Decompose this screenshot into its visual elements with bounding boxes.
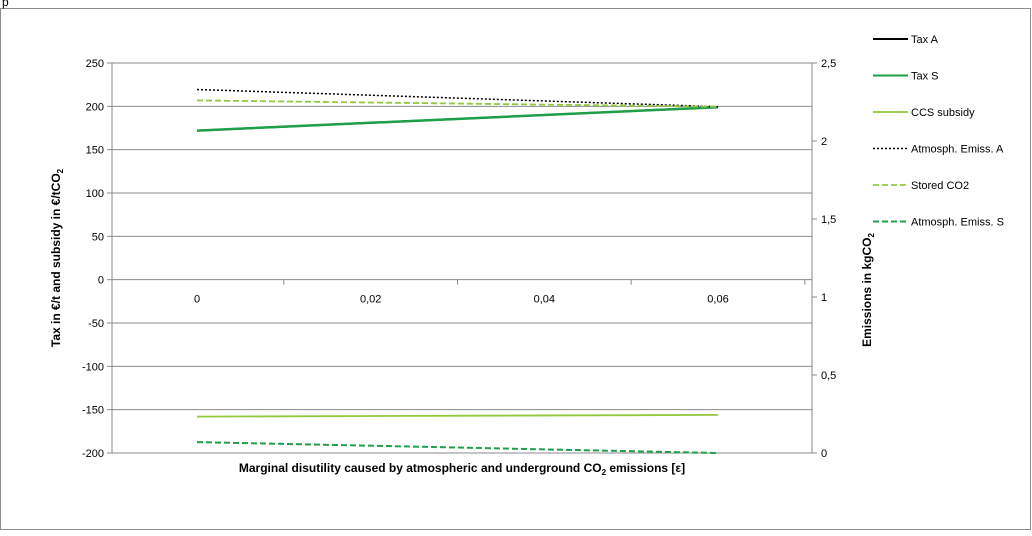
x-tick-label: 0 [194,294,200,306]
y2-tick-label: 0 [821,448,827,460]
header-fragment: p [2,0,9,9]
y2-axis-label-sub: 2 [867,233,876,238]
legend-label: Atmosph. Emiss. S [911,217,1004,229]
y-tick-label: 150 [86,145,104,157]
y-tick-label: -100 [82,361,104,373]
series-line-atmosph-emiss-s [196,441,719,454]
x-axis-label-main: Marginal disutility caused by atmospheri… [239,461,602,475]
y-tick-label: 0 [98,275,104,287]
chart-border [0,8,1031,530]
x-tick-label: 0,06 [707,294,728,306]
y-tick-label: 250 [86,58,104,70]
legend-label: Stored CO2 [911,180,969,192]
y-axis-label: Tax in €/t and subsidy in €/tCO2 [49,168,65,347]
y2-tick-label: 2 [821,136,827,148]
series-line-tax-s [196,105,719,132]
y-axis-label-sub: 2 [56,168,65,173]
series-lines [196,88,719,454]
x-axis-label-sub: 2 [602,468,607,477]
y2-tick-label: 0,5 [821,370,836,382]
axes [107,62,817,454]
y2-tick-labels: 2,5 2 1,5 1 0,5 0 [821,58,836,460]
y2-tick-label: 1,5 [821,214,836,226]
legend-label: Tax A [911,34,939,46]
y2-axis-label: Emissions in kgCO2 [860,233,876,347]
y2-axis-label-main: Emissions in kgCO [860,238,874,347]
legend-label: Atmosph. Emiss. A [911,144,1004,156]
x-axis-label: Marginal disutility caused by atmospheri… [239,461,685,477]
legend: Tax A Tax S CCS subsidy Atmosph. Emiss. A St… [873,34,1004,229]
x-axis-label-tail: emissions [ε] [606,461,685,475]
legend-label: CCS subsidy [911,107,975,119]
y-tick-label: 100 [86,188,104,200]
y-tick-label: 200 [86,101,104,113]
y-tick-label: -200 [82,448,104,460]
series-line-stored-co2 [196,99,719,108]
y-tick-label: -50 [88,318,104,330]
y-tick-label: -150 [82,405,104,417]
y-tick-labels: 250 200 150 100 50 0 -50 -100 -150 -200 [82,58,104,460]
y-tick-label: 50 [92,231,104,243]
x-tick-labels: 0 0,02 0,04 0,06 [194,294,729,306]
y2-tick-label: 1 [821,292,827,304]
x-tick-label: 0,04 [534,294,555,306]
series-line-ccs-subsidy [196,413,719,418]
series-line-atmosph-emiss-a [196,88,719,108]
legend-label: Tax S [911,71,939,83]
y2-tick-label: 2,5 [821,58,836,70]
y-axis-label-main: Tax in €/t and subsidy in €/tCO [49,173,63,347]
x-tick-label: 0,02 [360,294,381,306]
